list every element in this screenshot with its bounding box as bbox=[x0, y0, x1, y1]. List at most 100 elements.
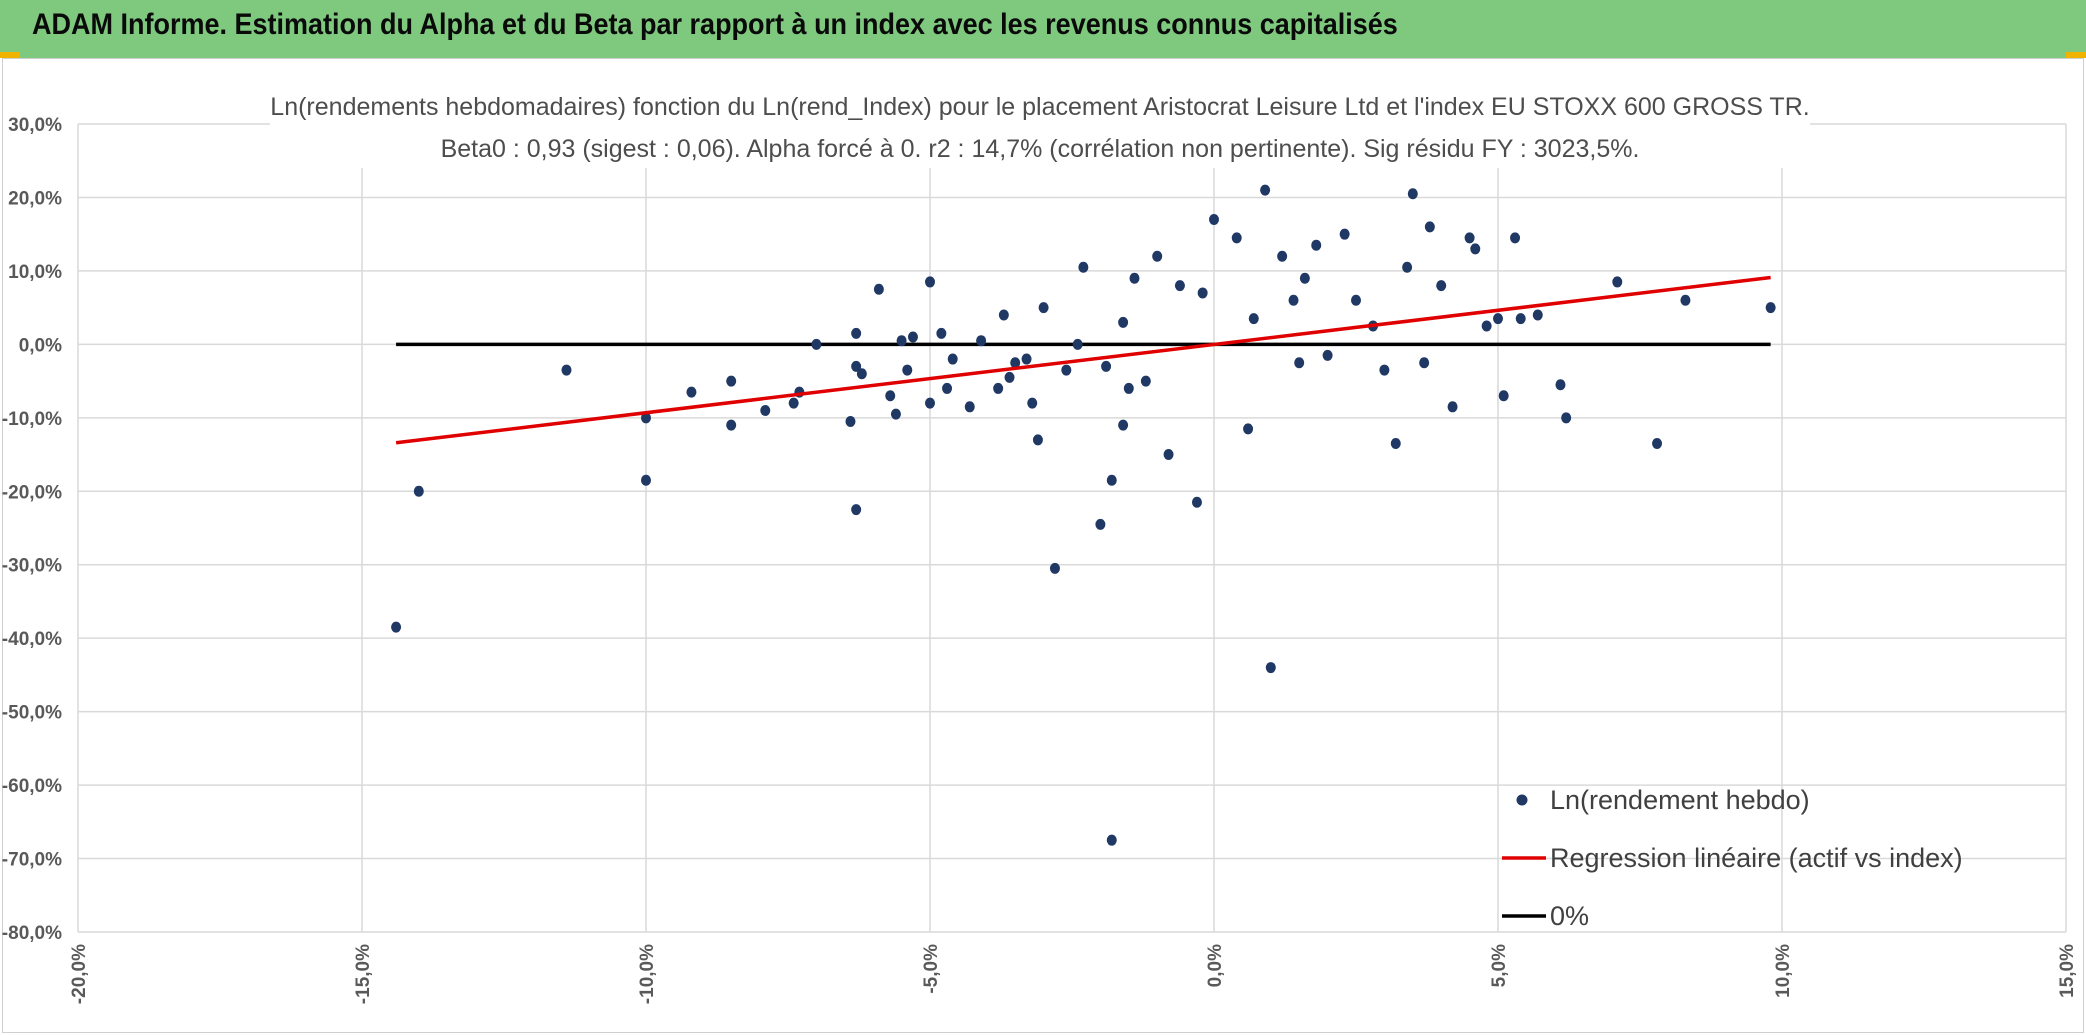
data-point bbox=[1265, 662, 1276, 674]
data-point bbox=[413, 485, 424, 497]
x-tick-label: -10,0% bbox=[637, 944, 658, 1004]
data-point bbox=[1555, 379, 1566, 391]
data-point bbox=[811, 338, 822, 350]
data-point bbox=[1072, 338, 1083, 350]
y-tick-label: -80,0% bbox=[2, 923, 62, 944]
data-point bbox=[1191, 496, 1202, 508]
data-point bbox=[1140, 375, 1151, 387]
data-point bbox=[1209, 213, 1219, 225]
y-tick-label: 20,0% bbox=[8, 188, 62, 209]
x-tick-label: -5,0% bbox=[921, 944, 942, 994]
data-point bbox=[873, 283, 884, 295]
regression-line bbox=[395, 275, 1771, 445]
x-tick-label: 5,0% bbox=[1489, 944, 1510, 987]
data-point bbox=[1021, 353, 1032, 365]
data-point bbox=[1481, 320, 1492, 332]
y-tick-label: -40,0% bbox=[2, 629, 62, 650]
data-point bbox=[1004, 371, 1015, 383]
data-point bbox=[1118, 316, 1129, 328]
y-tick-label: -30,0% bbox=[2, 556, 62, 577]
data-point bbox=[1027, 397, 1038, 409]
y-tick-label: 10,0% bbox=[8, 262, 62, 283]
corner-marker-right bbox=[2066, 52, 2086, 58]
data-point bbox=[1379, 364, 1390, 376]
data-point bbox=[1163, 449, 1174, 461]
data-point bbox=[1248, 313, 1259, 325]
data-point bbox=[1288, 294, 1299, 306]
data-point bbox=[726, 419, 737, 431]
data-point bbox=[1510, 232, 1521, 244]
data-point bbox=[1470, 243, 1481, 255]
x-tick-label: 0,0% bbox=[1205, 944, 1226, 987]
data-point bbox=[1402, 261, 1413, 273]
y-tick-label: -60,0% bbox=[2, 776, 62, 797]
y-tick-label: 30,0% bbox=[8, 115, 62, 136]
data-point bbox=[1561, 412, 1572, 424]
data-point bbox=[1612, 276, 1623, 288]
data-point bbox=[1532, 309, 1543, 321]
data-point bbox=[1231, 232, 1242, 244]
legend-label-points: Ln(rendement hebdo) bbox=[1550, 785, 1810, 815]
data-point bbox=[1174, 280, 1185, 292]
chart-title-line1: Ln(rendements hebdomadaires) fonction du… bbox=[270, 93, 1809, 121]
chart-legend: Ln(rendement hebdo) Regression linéaire … bbox=[1502, 785, 1963, 931]
data-point bbox=[925, 397, 935, 409]
header-bar: ADAM Informe. Estimation du Alpha et du … bbox=[0, 0, 2086, 58]
data-point bbox=[964, 401, 975, 413]
data-point bbox=[845, 415, 856, 427]
data-point bbox=[1299, 272, 1310, 284]
data-point bbox=[686, 386, 697, 398]
data-point bbox=[641, 474, 651, 486]
data-point bbox=[1197, 287, 1208, 299]
data-point bbox=[1652, 438, 1663, 450]
y-tick-label: -70,0% bbox=[2, 850, 62, 871]
x-tick-label: 15,0% bbox=[2057, 944, 2078, 998]
y-tick-label: -10,0% bbox=[2, 409, 62, 430]
data-point bbox=[1078, 261, 1089, 273]
data-point bbox=[1351, 294, 1361, 306]
data-point bbox=[1419, 357, 1430, 369]
data-point bbox=[1294, 357, 1305, 369]
x-tick-label: -15,0% bbox=[353, 944, 374, 1004]
data-point bbox=[993, 382, 1004, 394]
data-point bbox=[851, 327, 862, 339]
data-point bbox=[1061, 364, 1072, 376]
legend-label-regression: Regression linéaire (actif vs index) bbox=[1550, 843, 1963, 873]
data-point bbox=[1407, 188, 1418, 200]
data-point bbox=[1498, 390, 1509, 402]
data-point bbox=[998, 309, 1009, 321]
data-point bbox=[1277, 250, 1288, 262]
data-point bbox=[1464, 232, 1475, 244]
data-point bbox=[1106, 834, 1117, 846]
data-point bbox=[851, 360, 862, 372]
data-point bbox=[885, 390, 896, 402]
data-point bbox=[896, 335, 907, 347]
data-point bbox=[1106, 474, 1117, 486]
data-point bbox=[936, 327, 947, 339]
data-point bbox=[907, 331, 918, 343]
title-background bbox=[270, 92, 1810, 168]
x-tick-label: -20,0% bbox=[69, 944, 90, 1004]
legend-marker-points bbox=[1516, 794, 1528, 806]
data-point bbox=[942, 382, 953, 394]
data-point bbox=[1010, 357, 1021, 369]
report-title: ADAM Informe. Estimation du Alpha et du … bbox=[32, 8, 1398, 41]
data-point bbox=[1123, 382, 1134, 394]
data-point bbox=[1493, 313, 1503, 325]
data-point bbox=[1447, 401, 1458, 413]
data-point bbox=[1118, 419, 1129, 431]
data-point bbox=[1515, 313, 1526, 325]
data-point bbox=[1095, 518, 1106, 530]
data-point bbox=[1049, 562, 1060, 574]
data-point bbox=[561, 364, 572, 376]
data-point bbox=[1322, 349, 1333, 361]
data-point bbox=[851, 504, 862, 516]
data-point bbox=[1152, 250, 1163, 262]
data-point bbox=[1339, 228, 1350, 240]
data-point bbox=[1424, 221, 1435, 233]
data-point bbox=[1243, 423, 1254, 435]
data-point bbox=[902, 364, 913, 376]
data-point bbox=[641, 412, 651, 424]
data-point bbox=[925, 276, 935, 288]
data-point bbox=[1101, 360, 1112, 372]
